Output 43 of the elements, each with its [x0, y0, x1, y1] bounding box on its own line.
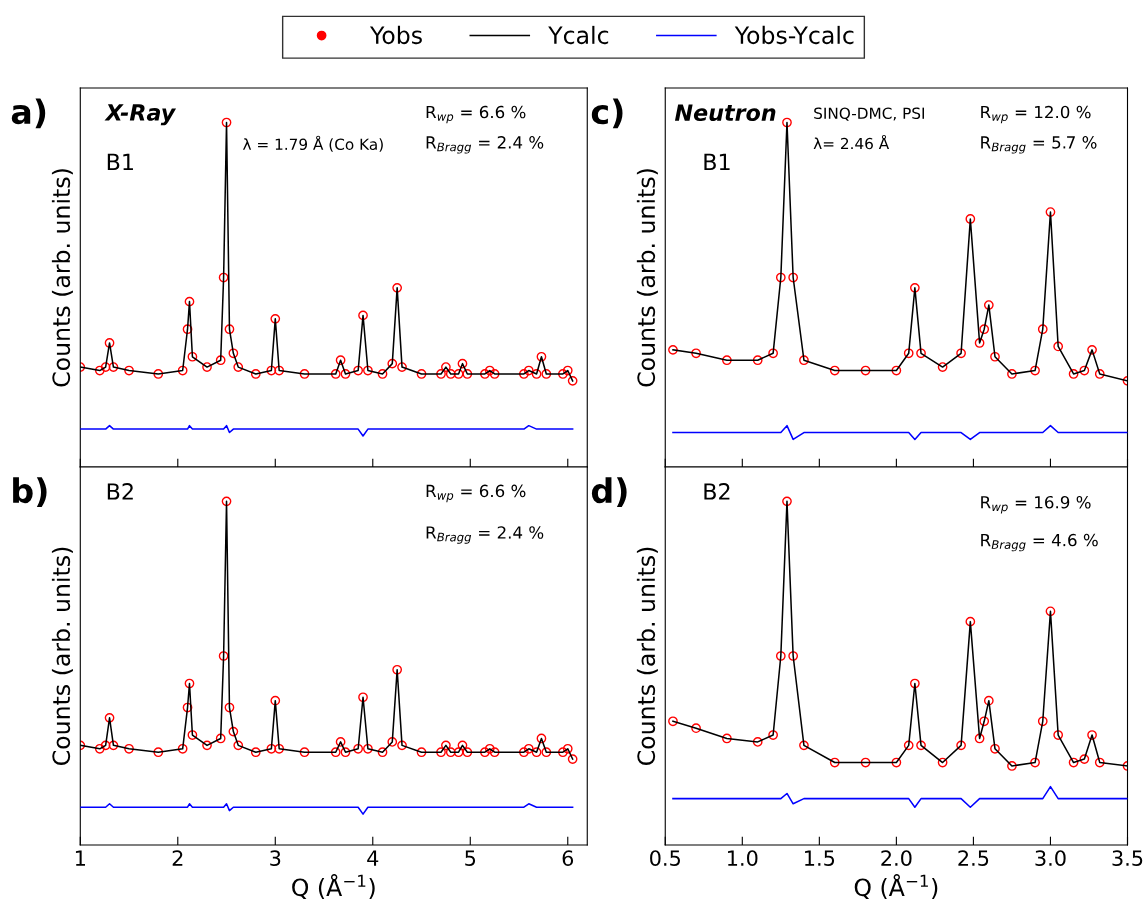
legend-label: Yobs-Ycalc [734, 25, 854, 45]
annotation: X-Ray [104, 104, 177, 126]
annotation: R$_{wp}$ = 12.0 % [981, 105, 1091, 124]
x-axis-title: Q (Å$^{−1}$) [854, 873, 938, 900]
x-tick-label: 3 [270, 850, 281, 866]
x-tick-label: 0.5 [650, 850, 681, 866]
annotation: R$_{wp}$ = 6.6 % [426, 484, 526, 503]
y-axis-title: Counts (arb. units) [51, 547, 73, 765]
x-tick-label: 2.5 [958, 850, 989, 866]
text: SINQ-DMC, PSI [814, 107, 925, 121]
text: b) [13, 477, 47, 508]
x-tick-label: 3.0 [1035, 850, 1066, 866]
text: B2 [704, 483, 730, 500]
x-tick-label: 3.5 [1112, 850, 1143, 866]
y-axis-title: Counts (arb. units) [51, 169, 73, 387]
annotation: R$_{Bragg}$ = 5.7 % [981, 136, 1097, 154]
annotation: B1 [107, 153, 133, 170]
text: B2 [107, 483, 133, 500]
x-tick-label: 1 [75, 850, 85, 866]
y-axis-title: Counts (arb. units) [636, 547, 658, 765]
x-tick-label: 1.0 [728, 850, 758, 866]
y-axis-title: Counts (arb. units) [636, 169, 658, 387]
annotation: λ= 2.46 Å [813, 134, 890, 150]
annotation: R$_{Bragg}$ = 2.4 % [426, 136, 544, 154]
legend-label: Yobs [369, 25, 422, 45]
x-tick-label: 4 [367, 850, 379, 866]
text: a) [11, 98, 46, 129]
x-axis-title: Q (Å$^{−1}$) [292, 873, 375, 900]
annotation: λ = 1.79 Å (Co Ka) [242, 135, 383, 152]
annotation: R$_{wp}$ = 6.6 % [426, 105, 526, 124]
x-tick-label: 1.5 [805, 850, 835, 866]
x-tick-label: 2 [172, 850, 183, 866]
annotation: R$_{Bragg}$ = 4.6 % [981, 533, 1098, 552]
annotation: B1 [704, 153, 730, 170]
x-tick-label: 5 [465, 850, 476, 866]
annotation: R$_{wp}$ = 16.9 % [981, 495, 1091, 514]
annotation: R$_{Bragg}$ = 2.4 % [426, 526, 544, 544]
x-tick-label: 2.0 [881, 850, 912, 866]
legend-label: Ycalc [548, 25, 609, 45]
text: Neutron [674, 104, 776, 122]
text: d) [591, 477, 627, 508]
x-tick-label: 6 [562, 850, 574, 866]
text: c) [591, 98, 623, 129]
